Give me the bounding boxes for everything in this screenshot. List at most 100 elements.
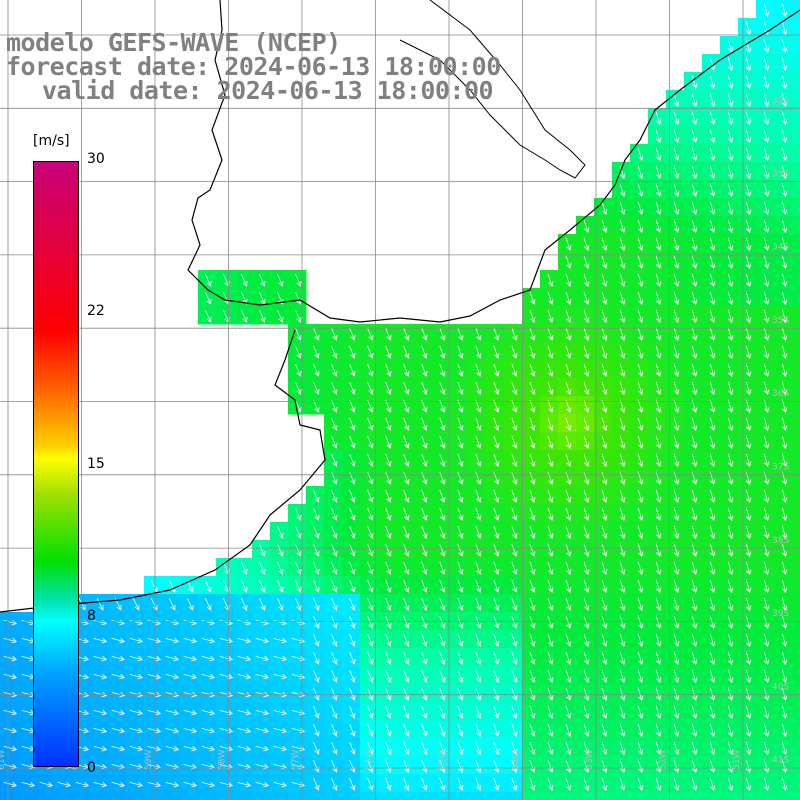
wind-arrow [745, 543, 752, 558]
wind-cell [540, 378, 559, 397]
wind-cell [522, 468, 541, 487]
wind-cell [126, 630, 145, 649]
wind-arrow [529, 381, 536, 395]
wind-cell [594, 252, 613, 271]
wind-cell [702, 252, 721, 271]
wind-arrow [745, 417, 752, 432]
wind-arrow [763, 597, 770, 612]
wind-arrow [709, 525, 716, 540]
wind-cell [738, 558, 757, 577]
wind-cell [720, 180, 739, 199]
wind-arrow [457, 543, 464, 557]
wind-arrow [403, 543, 410, 557]
wind-arrow [511, 381, 518, 395]
wind-cell [666, 306, 685, 325]
wind-cell [504, 414, 523, 433]
wind-cell [90, 774, 109, 793]
wind-cell [450, 414, 469, 433]
wind-cell [666, 252, 685, 271]
wind-arrow [403, 651, 410, 665]
wind-arrow [781, 723, 788, 738]
wind-cell [594, 324, 613, 343]
wind-cell [792, 666, 800, 685]
wind-arrow [529, 363, 536, 377]
wind-cell [594, 648, 613, 667]
wind-arrow [529, 615, 536, 629]
wind-arrow [583, 723, 590, 737]
wind-arrow [637, 201, 644, 216]
wind-cell [774, 360, 793, 379]
wind-cell [270, 720, 289, 739]
wind-cell [684, 396, 703, 415]
wind-cell [756, 180, 775, 199]
wind-arrow [439, 705, 446, 719]
wind-cell [324, 576, 343, 595]
wind-arrow [601, 777, 608, 791]
wind-arrow [709, 381, 716, 396]
wind-cell [540, 342, 559, 361]
wind-arrow [493, 687, 500, 701]
wind-cell [324, 630, 343, 649]
wind-arrow [313, 723, 320, 737]
wind-cell [792, 252, 800, 271]
wind-arrow [147, 781, 162, 788]
wind-cell [774, 324, 793, 343]
wind-cell [216, 774, 235, 793]
wind-arrow [3, 709, 18, 716]
wind-cell [342, 774, 361, 793]
wind-cell [558, 558, 577, 577]
wind-arrow [511, 417, 518, 431]
wind-arrow [583, 777, 590, 791]
wind-cell [468, 684, 487, 703]
wind-cell [378, 558, 397, 577]
wind-arrow [147, 745, 162, 752]
wind-cell [720, 522, 739, 541]
wind-arrow [583, 363, 590, 377]
wind-cell [738, 270, 757, 289]
wind-arrow [601, 759, 608, 773]
wind-cell [450, 720, 469, 739]
lon-label: 56W [365, 750, 375, 770]
wind-cell [126, 738, 145, 757]
wind-arrow [601, 201, 608, 215]
wind-arrow [565, 705, 572, 719]
wind-cell [486, 576, 505, 595]
wind-cell [738, 414, 757, 433]
wind-cell [90, 702, 109, 721]
wind-arrow [745, 471, 752, 486]
wind-arrow [547, 615, 554, 629]
wind-cell [576, 702, 595, 721]
wind-cell [774, 0, 793, 19]
wind-arrow [529, 453, 536, 467]
wind-arrow [493, 381, 500, 395]
wind-cell [756, 288, 775, 307]
wind-cell [756, 360, 775, 379]
wind-arrow [529, 417, 536, 431]
wind-cell [540, 270, 559, 289]
wind-arrow [655, 381, 662, 396]
wind-cell [486, 360, 505, 379]
wind-arrow [3, 727, 18, 734]
wind-cell [666, 144, 685, 163]
wind-cell [468, 468, 487, 487]
wind-cell [252, 702, 271, 721]
wind-cell [648, 198, 667, 217]
wind-arrow [655, 453, 662, 468]
wind-cell [540, 576, 559, 595]
wind-arrow [313, 399, 320, 413]
wind-cell [432, 450, 451, 469]
wind-arrow [547, 453, 554, 467]
wind-cell [738, 432, 757, 451]
wind-arrow [385, 687, 392, 701]
wind-cell [630, 396, 649, 415]
wind-arrow [457, 435, 464, 449]
wind-arrow [385, 453, 392, 467]
wind-arrow [781, 3, 788, 18]
wind-cell [612, 288, 631, 307]
wind-arrow [601, 561, 608, 575]
wind-cell [306, 756, 325, 775]
wind-arrow [655, 777, 662, 792]
wind-arrow [132, 579, 140, 593]
wind-cell [324, 594, 343, 613]
wind-cell [396, 486, 415, 505]
